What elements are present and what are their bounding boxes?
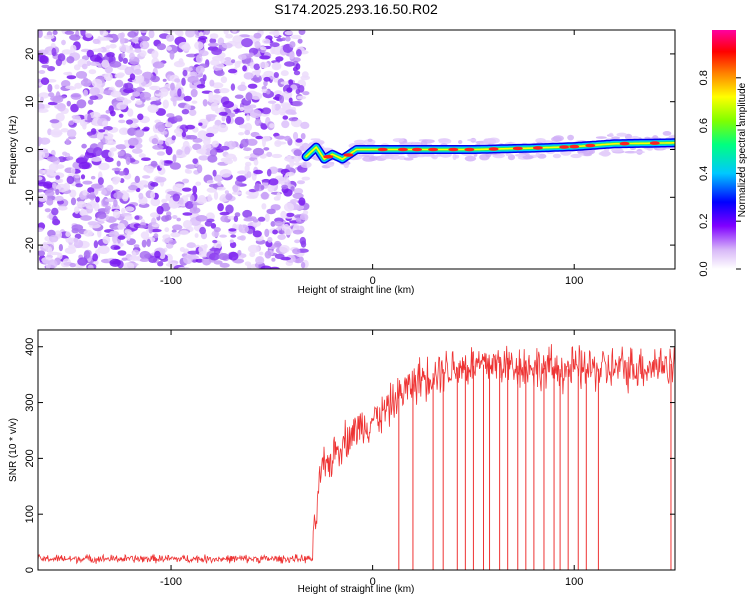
snr-ytick-label: 100 xyxy=(24,505,36,523)
figure-title: S174.2025.293.16.50.R02 xyxy=(274,1,438,17)
colorbar-tick-label: 0.8 xyxy=(698,70,710,85)
snr-frame xyxy=(37,329,676,571)
heatmap-xtick-label: 0 xyxy=(370,275,376,287)
heatmap-ylabel: Frequency (Hz) xyxy=(8,116,19,185)
heatmap-ytick-label: -10 xyxy=(24,189,36,205)
snr-ytick-label: 200 xyxy=(24,449,36,467)
colorbar-tick-label: 0.0 xyxy=(698,261,710,276)
snr-ytick-label: 400 xyxy=(24,338,36,356)
snr-ytick-label: 300 xyxy=(24,393,36,411)
snr-panel: -100 0 100 0 100 200 300 400 Height of straigh… xyxy=(8,329,676,595)
heatmap-ytick-label: 10 xyxy=(24,96,36,108)
colorbar-gradient xyxy=(712,30,736,269)
snr-series-line xyxy=(38,344,675,565)
heatmap-ytick-label: -20 xyxy=(24,237,36,253)
heatmap-xtick-label: -100 xyxy=(160,275,182,287)
colorbar-tick-label: 0.6 xyxy=(698,118,710,133)
snr-xtick-label: 100 xyxy=(565,576,583,588)
heatmap-xlabel: Height of straight line (km) xyxy=(298,285,415,296)
snr-ytick-label: 0 xyxy=(24,567,36,573)
signal-ridge xyxy=(300,131,675,169)
snr-ylabel: SNR (10 * v/v) xyxy=(8,418,19,482)
snr-xtick-label: -100 xyxy=(160,576,182,588)
heatmap-ytick-label: 0 xyxy=(24,146,36,152)
colorbar-label: Normalized spectral amplitude xyxy=(737,82,748,217)
colorbar: 0.0 0.2 0.4 0.6 0.8 Normalized spectral ampl… xyxy=(698,30,748,277)
snr-xlabel: Height of straight line (km) xyxy=(298,584,415,595)
noise-region xyxy=(38,30,311,269)
heatmap-xtick-label: 100 xyxy=(565,275,583,287)
colorbar-tick-label: 0.4 xyxy=(698,166,710,181)
colorbar-tick-label: 0.2 xyxy=(698,214,710,229)
heatmap-ytick-label: 20 xyxy=(24,48,36,60)
snr-xtick-label: 0 xyxy=(370,576,376,588)
